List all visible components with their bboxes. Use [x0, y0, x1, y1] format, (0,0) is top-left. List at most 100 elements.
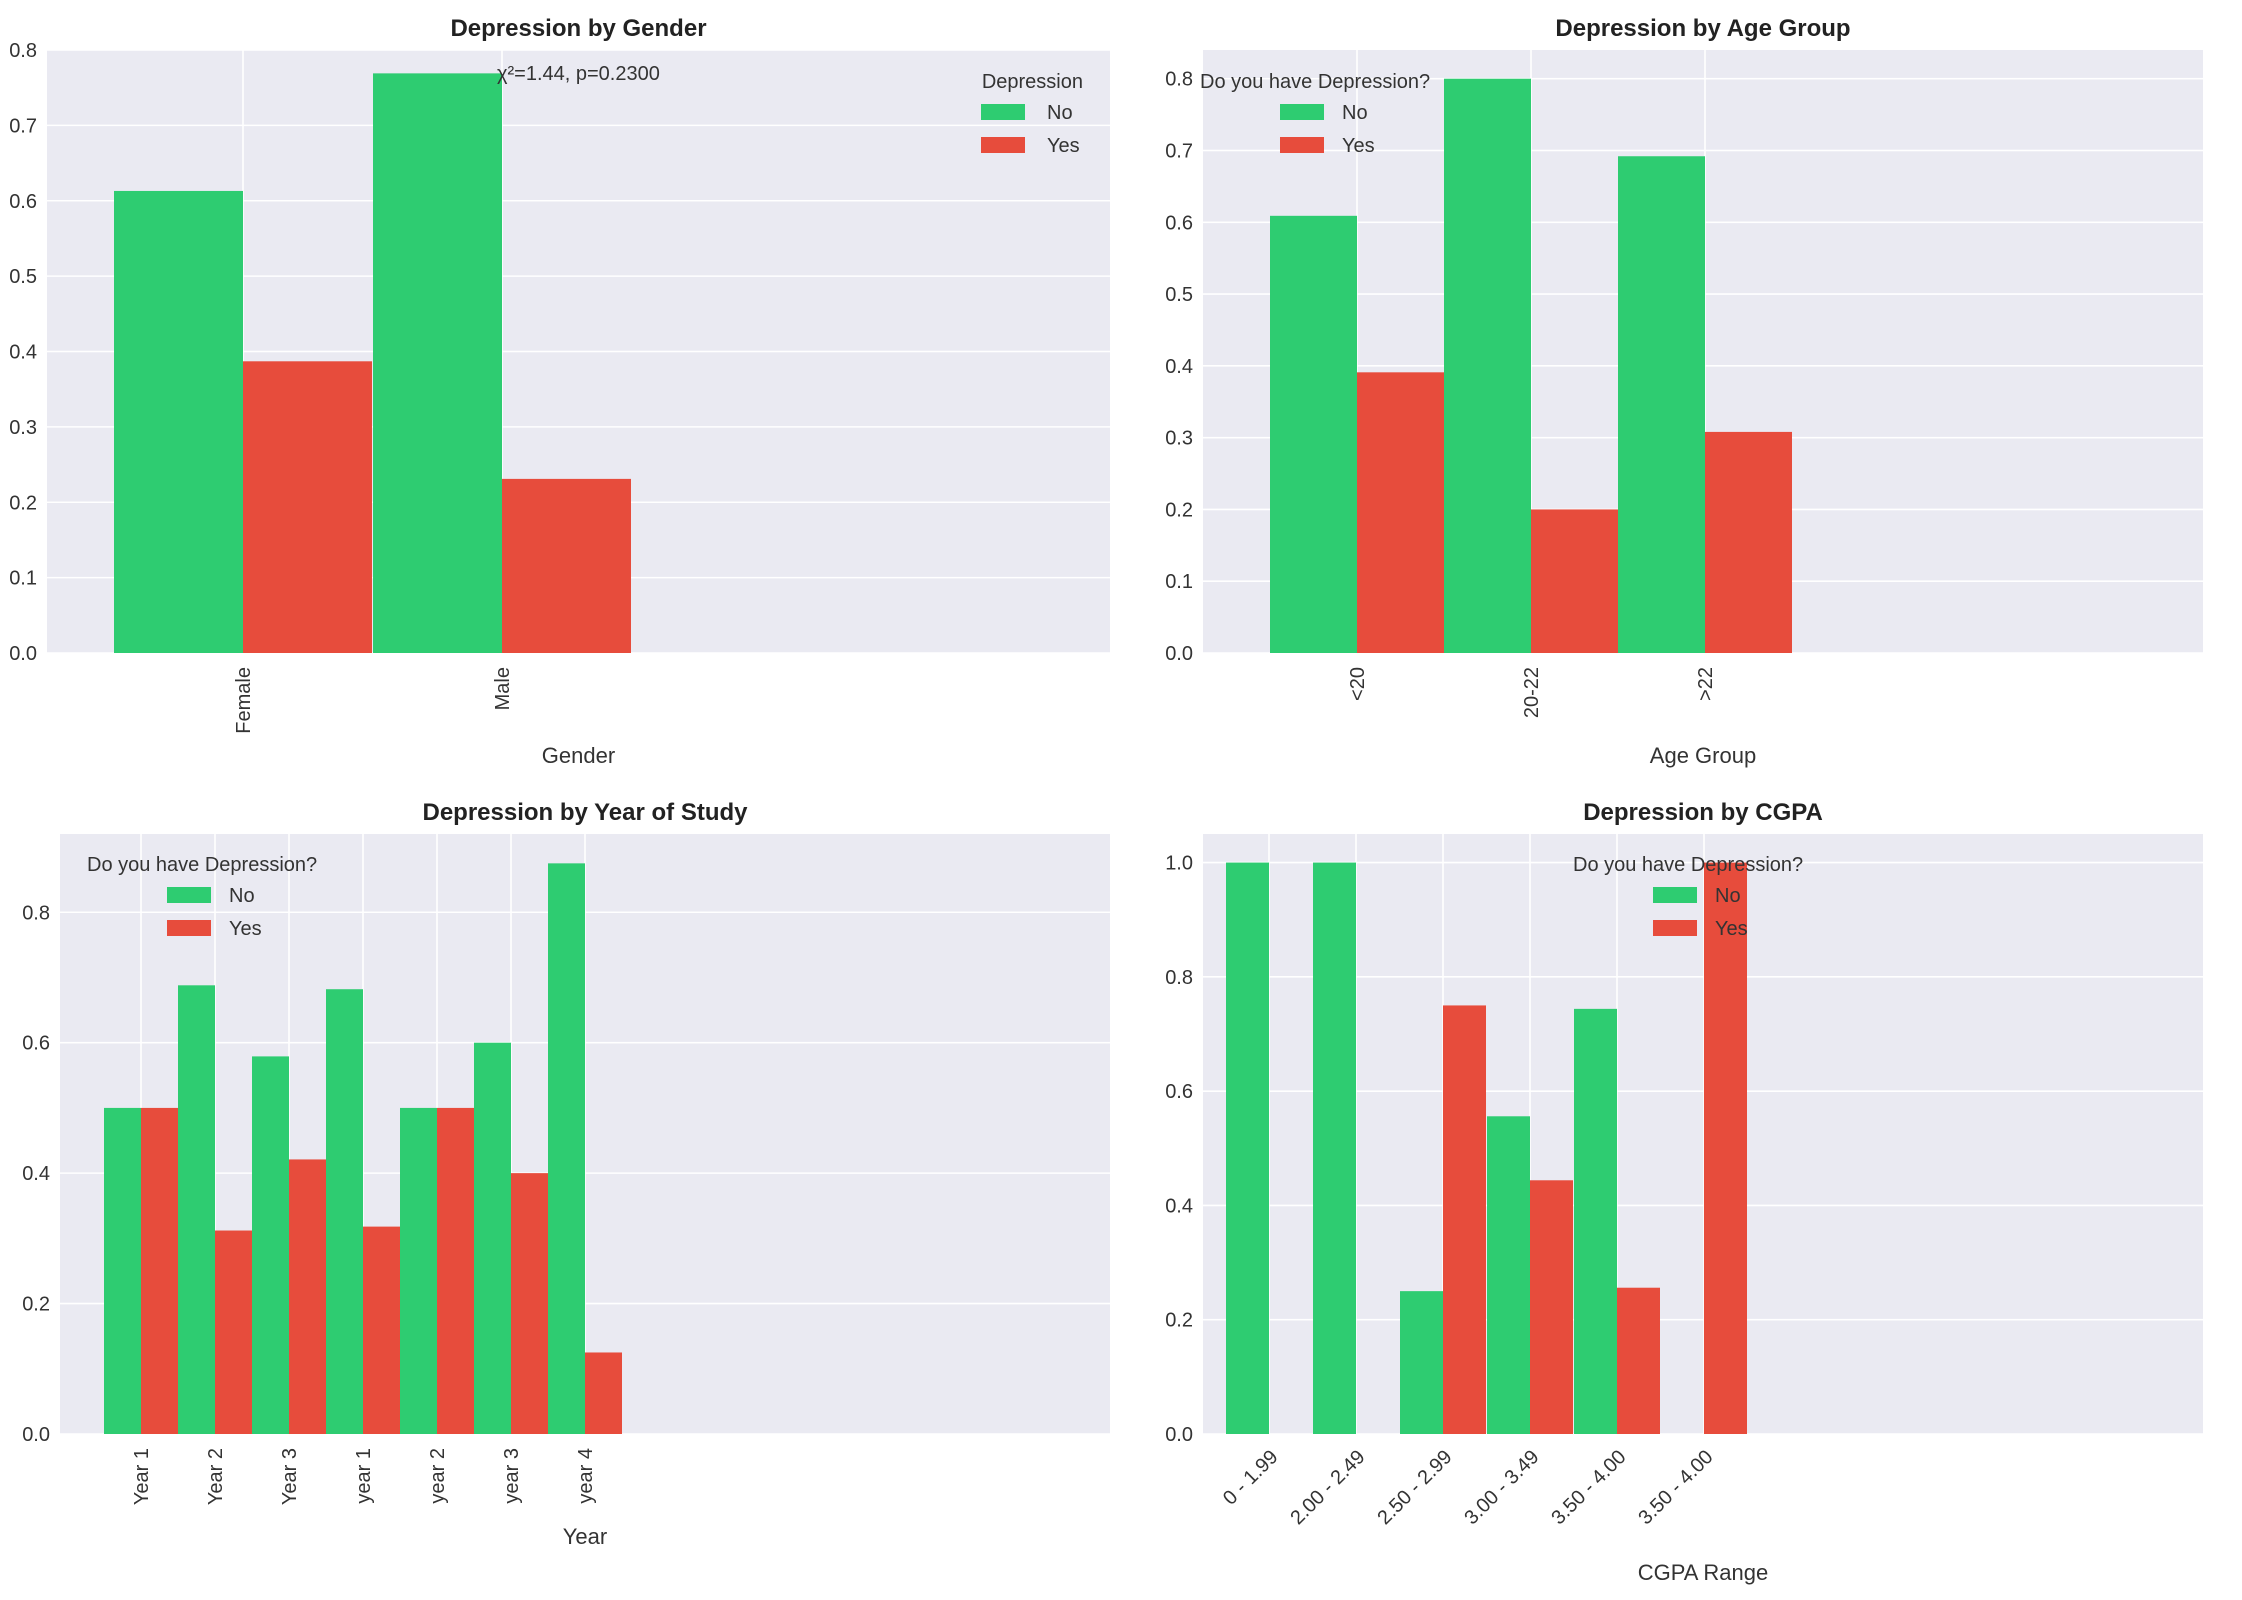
legend-label-yes: Yes [1342, 135, 1375, 157]
legend-title: Do you have Depression? [1573, 854, 1803, 876]
x-tick-label: >22 [1695, 667, 1717, 701]
y-tick-label: 0.3 [9, 417, 37, 439]
chart-title: Depression by Age Group [1555, 15, 1850, 42]
bar-no [1270, 215, 1357, 653]
x-tick-label: 3.50 - 4.00 [1634, 1446, 1717, 1529]
legend-title: Do you have Depression? [87, 854, 317, 876]
y-tick-label: 0.0 [22, 1424, 50, 1446]
y-tick-label: 0.8 [1165, 967, 1193, 989]
legend-swatch-yes [1280, 137, 1324, 153]
chart-title: Depression by CGPA [1583, 799, 1823, 826]
y-tick-label: 1.0 [1165, 853, 1193, 875]
legend-swatch-no [1280, 104, 1324, 120]
y-tick-label: 0.2 [22, 1294, 50, 1316]
y-tick-label: 0.8 [22, 902, 50, 924]
x-tick-label: year 4 [575, 1448, 597, 1504]
bar-no [1444, 78, 1531, 653]
x-axis-label: Age Group [1650, 743, 1756, 768]
legend: Do you have Depression? No Yes [1200, 71, 1430, 157]
bar-no [104, 1107, 141, 1434]
bar-no [1574, 1008, 1617, 1434]
legend-swatch-no [167, 887, 211, 903]
legend-label-no: No [1342, 102, 1368, 124]
y-tick-label: 0.8 [1165, 69, 1193, 91]
y-tick-label: 0.2 [1165, 499, 1193, 521]
x-tick-label: Female [233, 667, 255, 734]
bar-yes [141, 1107, 178, 1434]
chart-title: Depression by Gender [450, 15, 706, 42]
y-tick-label: 0.7 [9, 115, 37, 137]
bar-yes [215, 1230, 252, 1434]
bar-no [252, 1056, 289, 1434]
x-tick-label: 3.50 - 4.00 [1547, 1446, 1630, 1529]
x-tick-label: 20-22 [1521, 667, 1543, 718]
y-tick-label: 0.6 [9, 191, 37, 213]
x-tick-label: 2.00 - 2.49 [1286, 1446, 1369, 1529]
legend-label-no: No [1047, 102, 1073, 124]
y-tick-label: 0.4 [1165, 1195, 1193, 1217]
x-tick-label: 0 - 1.99 [1219, 1446, 1283, 1510]
x-tick-label: <20 [1347, 667, 1369, 701]
chart-panel-1: 0.0 0.1 0.2 0.3 0.4 0.5 0.6 0.7 0.8 Female Male Dep… [9, 15, 1110, 768]
y-tick-label: 0.5 [1165, 284, 1193, 306]
y-tick-label: 0.0 [9, 643, 37, 665]
x-axis-label: Gender [542, 743, 615, 768]
legend: Do you have Depression? No Yes [1573, 854, 1803, 940]
bar-no [373, 73, 502, 653]
legend-swatch-no [1653, 887, 1697, 903]
bar-yes [289, 1159, 326, 1434]
chart-title: Depression by Year of Study [423, 799, 749, 826]
x-tick-label: year 1 [353, 1448, 375, 1504]
legend-label-yes: Yes [1715, 918, 1748, 940]
legend-label-no: No [229, 885, 255, 907]
legend-label-yes: Yes [1047, 135, 1080, 157]
legend-title: Depression [982, 71, 1083, 93]
y-tick-label: 0.1 [1165, 571, 1193, 593]
stat-annotation: χ²=1.44, p=0.2300 [497, 63, 660, 85]
chart-panel-2: 0.0 0.1 0.2 0.3 0.4 0.5 0.6 0.7 0.8 <20 20-22 >22 De… [1165, 15, 2203, 768]
y-tick-label: 0.4 [1165, 356, 1193, 378]
y-tick-label: 0.4 [22, 1163, 50, 1185]
bar-yes [1705, 431, 1792, 653]
y-tick-label: 0.5 [9, 266, 37, 288]
bar-yes [1357, 372, 1444, 653]
legend-title: Do you have Depression? [1200, 71, 1430, 93]
y-tick-label: 0.2 [9, 492, 37, 514]
bar-yes [1531, 509, 1618, 653]
bar-yes [1530, 1180, 1573, 1434]
legend-swatch-yes [1653, 920, 1697, 936]
bar-no [548, 863, 585, 1434]
x-tick-label: Year 2 [205, 1448, 227, 1505]
x-tick-label: year 3 [501, 1448, 523, 1504]
bar-yes [511, 1173, 548, 1434]
chart-panel-3: 0.0 0.2 0.4 0.6 0.8 Year 1 Year 2 Year 3 year 1 y… [22, 799, 1110, 1549]
y-tick-label: 0.7 [1165, 141, 1193, 163]
y-tick-label: 0.3 [1165, 428, 1193, 450]
bar-no [114, 190, 243, 654]
legend-swatch-yes [981, 137, 1025, 153]
y-tick-label: 0.6 [1165, 1081, 1193, 1103]
legend: Do you have Depression? No Yes [87, 854, 317, 940]
legend-label-no: No [1715, 885, 1741, 907]
x-tick-label: year 2 [427, 1448, 449, 1504]
bar-no [1313, 862, 1356, 1434]
y-tick-label: 0.8 [9, 40, 37, 62]
x-tick-label: Year 3 [279, 1448, 301, 1505]
y-tick-label: 0.0 [1165, 1424, 1193, 1446]
bar-no [1400, 1291, 1443, 1434]
y-tick-label: 0.4 [9, 342, 37, 364]
x-tick-label: Male [492, 667, 514, 710]
bar-yes [1617, 1287, 1660, 1434]
legend-label-yes: Yes [229, 918, 262, 940]
legend-swatch-yes [167, 920, 211, 936]
bar-yes [502, 478, 631, 653]
bar-no [178, 985, 215, 1434]
bar-yes [1443, 1005, 1486, 1434]
bar-no [326, 989, 363, 1434]
x-tick-label: Year 1 [131, 1448, 153, 1505]
legend: Depression No Yes [981, 71, 1083, 157]
bar-yes [243, 361, 372, 653]
bar-yes [1704, 862, 1747, 1434]
bar-yes [437, 1107, 474, 1434]
